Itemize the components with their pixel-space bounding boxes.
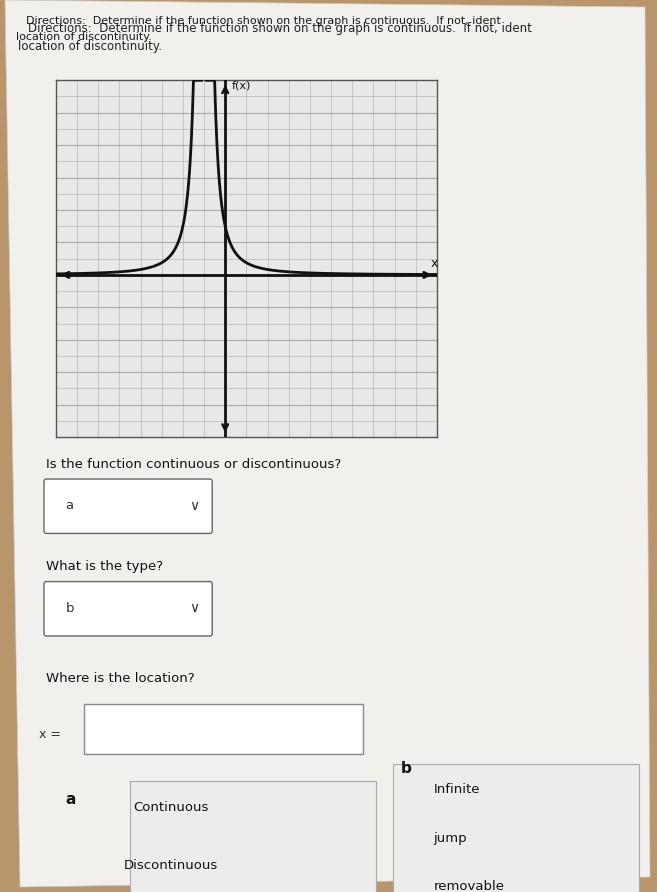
- Text: removable: removable: [434, 880, 505, 892]
- FancyBboxPatch shape: [130, 781, 376, 892]
- Text: x: x: [430, 257, 438, 269]
- Text: What is the type?: What is the type?: [46, 560, 163, 574]
- Text: x =: x =: [39, 728, 61, 740]
- Polygon shape: [5, 0, 650, 887]
- Text: Infinite: Infinite: [434, 783, 480, 797]
- Text: b: b: [66, 602, 74, 615]
- Text: b: b: [401, 761, 412, 776]
- FancyBboxPatch shape: [84, 704, 363, 754]
- Text: location of discontinuity.: location of discontinuity.: [16, 32, 152, 42]
- Text: ∨: ∨: [189, 499, 199, 513]
- FancyBboxPatch shape: [44, 479, 212, 533]
- Text: ∨: ∨: [189, 601, 199, 615]
- FancyBboxPatch shape: [44, 582, 212, 636]
- Text: f(x): f(x): [231, 80, 251, 90]
- FancyBboxPatch shape: [393, 764, 639, 892]
- Text: Discontinuous: Discontinuous: [124, 859, 218, 872]
- Text: Is the function continuous or discontinuous?: Is the function continuous or discontinu…: [46, 458, 341, 471]
- Text: location of discontinuity.: location of discontinuity.: [18, 40, 162, 53]
- Text: Where is the location?: Where is the location?: [46, 672, 194, 685]
- Text: Directions:  Determine if the function shown on the graph is continuous.  If not: Directions: Determine if the function sh…: [28, 22, 532, 35]
- Text: Continuous: Continuous: [133, 801, 208, 814]
- Text: a: a: [66, 792, 76, 807]
- Text: a: a: [66, 500, 74, 512]
- Text: jump: jump: [434, 832, 467, 846]
- Text: Directions:  Determine if the function shown on the graph is continuous.  If not: Directions: Determine if the function sh…: [26, 16, 501, 26]
